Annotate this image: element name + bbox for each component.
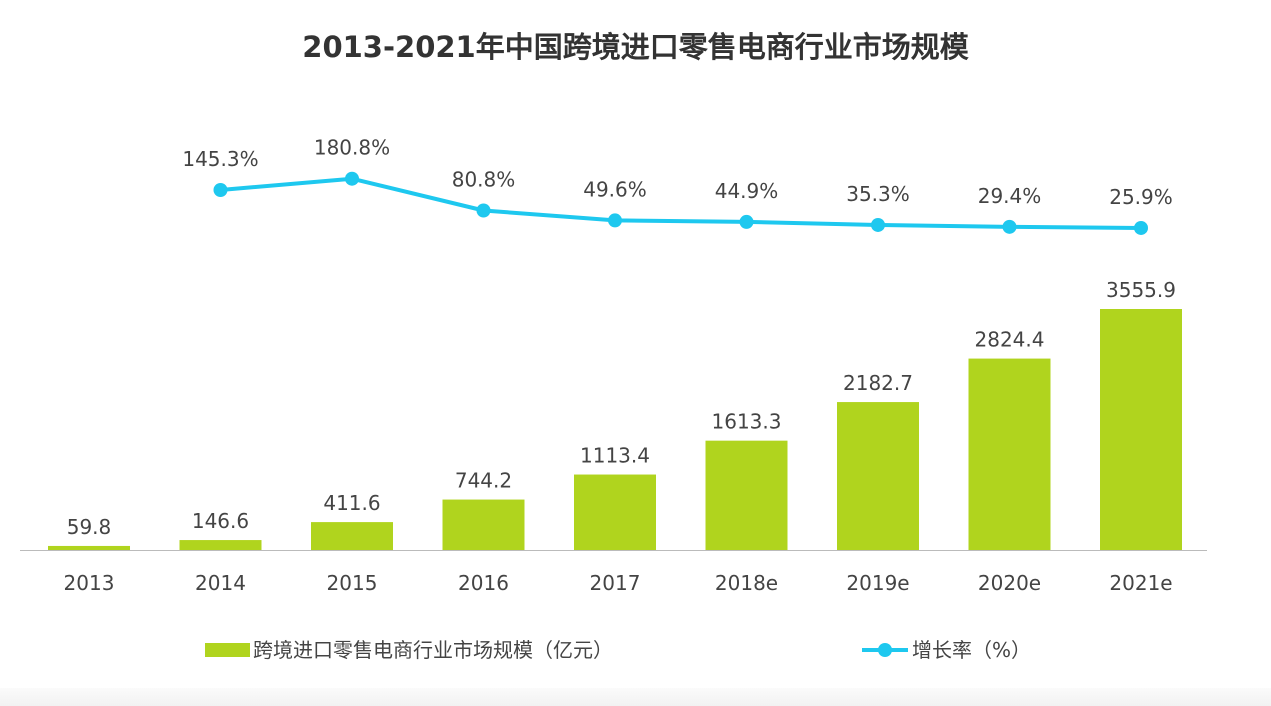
growth-line: [220, 176, 1142, 230]
x-tick-label: 2014: [195, 571, 246, 595]
chart-title: 2013-2021年中国跨境进口零售电商行业市场规模: [302, 30, 969, 64]
x-tick-label: 2019e: [846, 571, 909, 595]
bar: [442, 499, 525, 550]
bar: [837, 402, 919, 550]
growth-value-label: 180.8%: [314, 136, 390, 160]
growth-value-label: 35.3%: [846, 182, 910, 206]
growth-value-label: 145.3%: [182, 147, 258, 171]
bottom-strip: [0, 688, 1271, 706]
bar-value-label: 59.8: [67, 515, 112, 539]
bar: [179, 540, 262, 550]
growth-point: [213, 182, 228, 197]
legend-bar-label: 跨境进口零售电商行业市场规模（亿元）: [253, 638, 613, 662]
x-tick-label: 2015: [327, 571, 378, 595]
growth-value-label: 49.6%: [583, 177, 647, 201]
growth-point: [476, 203, 491, 218]
x-tick-label: 2018e: [715, 571, 778, 595]
x-tick-label: 2021e: [1109, 571, 1172, 595]
x-tick-label: 2016: [458, 571, 509, 595]
growth-point: [871, 217, 885, 232]
bar-value-label: 1613.3: [712, 410, 782, 434]
bar: [968, 358, 1051, 550]
bar: [574, 474, 656, 550]
bar-value-label: 1113.4: [580, 444, 650, 468]
growth-value-label: 80.8%: [452, 168, 516, 192]
legend-line-label: 增长率（%）: [912, 638, 1031, 662]
growth-point: [608, 213, 622, 228]
growth-point: [345, 171, 359, 186]
bar: [1100, 309, 1182, 550]
growth-value-label: 25.9%: [1109, 185, 1173, 209]
growth-value-label: 29.4%: [978, 184, 1042, 208]
growth-point: [739, 214, 754, 229]
bar: [48, 545, 130, 550]
bar: [705, 440, 788, 550]
legend-bar-swatch: [205, 643, 250, 657]
bar: [311, 522, 393, 550]
x-tick-label: 2013: [64, 571, 115, 595]
bar-value-label: 2182.7: [843, 371, 913, 395]
x-tick-label: 2020e: [978, 571, 1041, 595]
growth-point: [1002, 219, 1017, 234]
x-tick-label: 2017: [590, 571, 641, 595]
bar-value-label: 146.6: [192, 509, 249, 533]
bar-value-label: 3555.9: [1106, 278, 1176, 302]
growth-value-label: 44.9%: [715, 179, 779, 203]
bar-value-label: 411.6: [323, 491, 380, 515]
legend-line-dot: [878, 643, 892, 657]
bar-value-label: 744.2: [455, 469, 512, 493]
growth-point: [1134, 220, 1148, 235]
bar-value-label: 2824.4: [975, 328, 1045, 352]
